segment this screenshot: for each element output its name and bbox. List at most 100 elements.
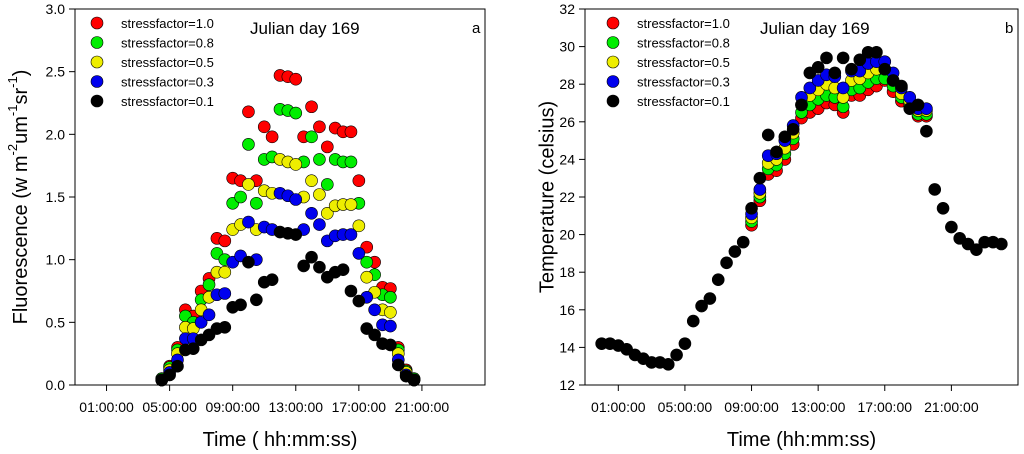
data-point <box>686 314 700 328</box>
data-point <box>703 292 717 305</box>
data-point <box>242 255 255 269</box>
data-point <box>313 188 326 201</box>
data-point <box>171 359 184 373</box>
data-point <box>265 130 279 144</box>
y-tick-label: 12 <box>559 377 575 393</box>
y-tick-label: 14 <box>559 339 575 355</box>
data-point <box>384 306 397 319</box>
data-point <box>289 106 303 120</box>
legend-marker <box>606 75 620 88</box>
data-point <box>678 337 692 350</box>
y-tick-label: 2.5 <box>46 64 66 80</box>
x-tick-label: 17:00:00 <box>332 399 387 415</box>
data-point <box>391 358 405 372</box>
data-point <box>870 45 883 59</box>
data-point <box>250 293 263 307</box>
y-tick-label: 28 <box>559 76 575 92</box>
y-axis-title-part: um <box>10 116 32 144</box>
x-tick-label: 01:00:00 <box>591 399 646 415</box>
data-point <box>736 235 750 249</box>
data-point <box>945 220 958 234</box>
x-tick-label: 13:00:00 <box>791 399 846 415</box>
y-tick-label: 0.0 <box>46 377 66 393</box>
data-point <box>384 338 397 352</box>
data-point <box>321 178 334 191</box>
x-axis-title: Time (hh:mm:ss) <box>727 429 876 451</box>
data-point <box>368 303 381 317</box>
panel-b: 12 14 16 18 20 22 24 26 28 30 32 01:00:00 05:00:00 09… <box>536 1 1019 451</box>
legend-marker <box>90 94 104 108</box>
y-axis-title-superscript: -2 <box>5 144 20 156</box>
legend-marker <box>606 94 620 108</box>
data-point <box>384 290 397 304</box>
legend-marker <box>90 36 104 49</box>
legend-marker <box>90 16 104 30</box>
y-axis-title-part: Fluorescence (w m <box>10 155 32 324</box>
data-point <box>242 105 255 119</box>
data-point <box>920 124 933 138</box>
data-point <box>661 358 675 371</box>
data-point <box>289 72 303 86</box>
data-point <box>234 190 247 204</box>
data-point <box>234 298 247 312</box>
x-tick-label: 21:00:00 <box>395 399 450 415</box>
data-point <box>336 263 350 276</box>
legend-label: stressfactor=0.5 <box>637 55 730 70</box>
data-point <box>803 81 817 95</box>
y-tick-label: 32 <box>559 1 575 17</box>
legend-label: stressfactor=0.1 <box>637 94 730 109</box>
data-point <box>313 153 326 166</box>
data-point <box>384 319 397 333</box>
legend-label: stressfactor=0.3 <box>121 75 214 90</box>
data-point <box>360 270 374 284</box>
data-points <box>155 69 421 387</box>
data-point <box>218 287 232 300</box>
series-stressfactor-0-1 <box>155 225 421 387</box>
legend-marker <box>606 55 620 69</box>
data-point <box>928 183 942 196</box>
data-point <box>218 234 232 248</box>
chart-title: Julian day 169 <box>760 19 870 38</box>
data-point <box>352 219 366 233</box>
x-tick-label: 09:00:00 <box>205 399 260 415</box>
chart-title: Julian day 169 <box>250 19 360 38</box>
data-point <box>695 299 708 313</box>
data-point <box>836 81 850 95</box>
data-point <box>194 316 208 329</box>
data-point <box>163 368 176 382</box>
axis-ticks: 12 14 16 18 20 22 24 26 28 30 32 01:00:00 05:00:00 09… <box>559 1 978 415</box>
panel-a: 0.0 0.5 1.0 1.5 2.0 2.5 3.0 01:00:00 05:00:00 09:… <box>5 1 486 451</box>
data-point <box>218 265 232 279</box>
legend-marker <box>606 16 620 30</box>
x-tick-label: 21:00:00 <box>924 399 979 415</box>
data-point <box>352 294 366 308</box>
data-point <box>836 51 850 65</box>
y-tick-label: 26 <box>559 114 575 130</box>
data-point <box>242 178 255 191</box>
y-axis-title-superscript: -1 <box>5 105 20 117</box>
data-point <box>313 218 326 231</box>
legend: stressfactor=1.0 stressfactor=0.8 stressfa… <box>606 16 730 109</box>
x-tick-label: 05:00:00 <box>142 399 197 415</box>
legend-label: stressfactor=1.0 <box>637 16 730 31</box>
y-tick-label: 18 <box>559 264 575 280</box>
data-point <box>360 255 374 269</box>
data-point <box>242 138 255 151</box>
data-point <box>186 342 200 355</box>
y-tick-label: 3.0 <box>46 1 66 17</box>
data-point <box>297 259 310 273</box>
legend-label: stressfactor=0.8 <box>637 36 730 51</box>
y-tick-label: 22 <box>559 189 575 205</box>
panel-label: b <box>1005 20 1013 37</box>
data-point <box>745 201 758 215</box>
data-point <box>218 321 232 334</box>
y-tick-label: 24 <box>559 151 575 167</box>
legend-marker <box>90 55 104 69</box>
data-point <box>368 328 381 342</box>
data-point <box>970 243 983 256</box>
data-point <box>936 201 950 215</box>
legend-label: stressfactor=0.3 <box>637 75 730 90</box>
legend-marker <box>606 36 620 49</box>
data-point <box>344 198 358 211</box>
data-point <box>753 171 767 185</box>
